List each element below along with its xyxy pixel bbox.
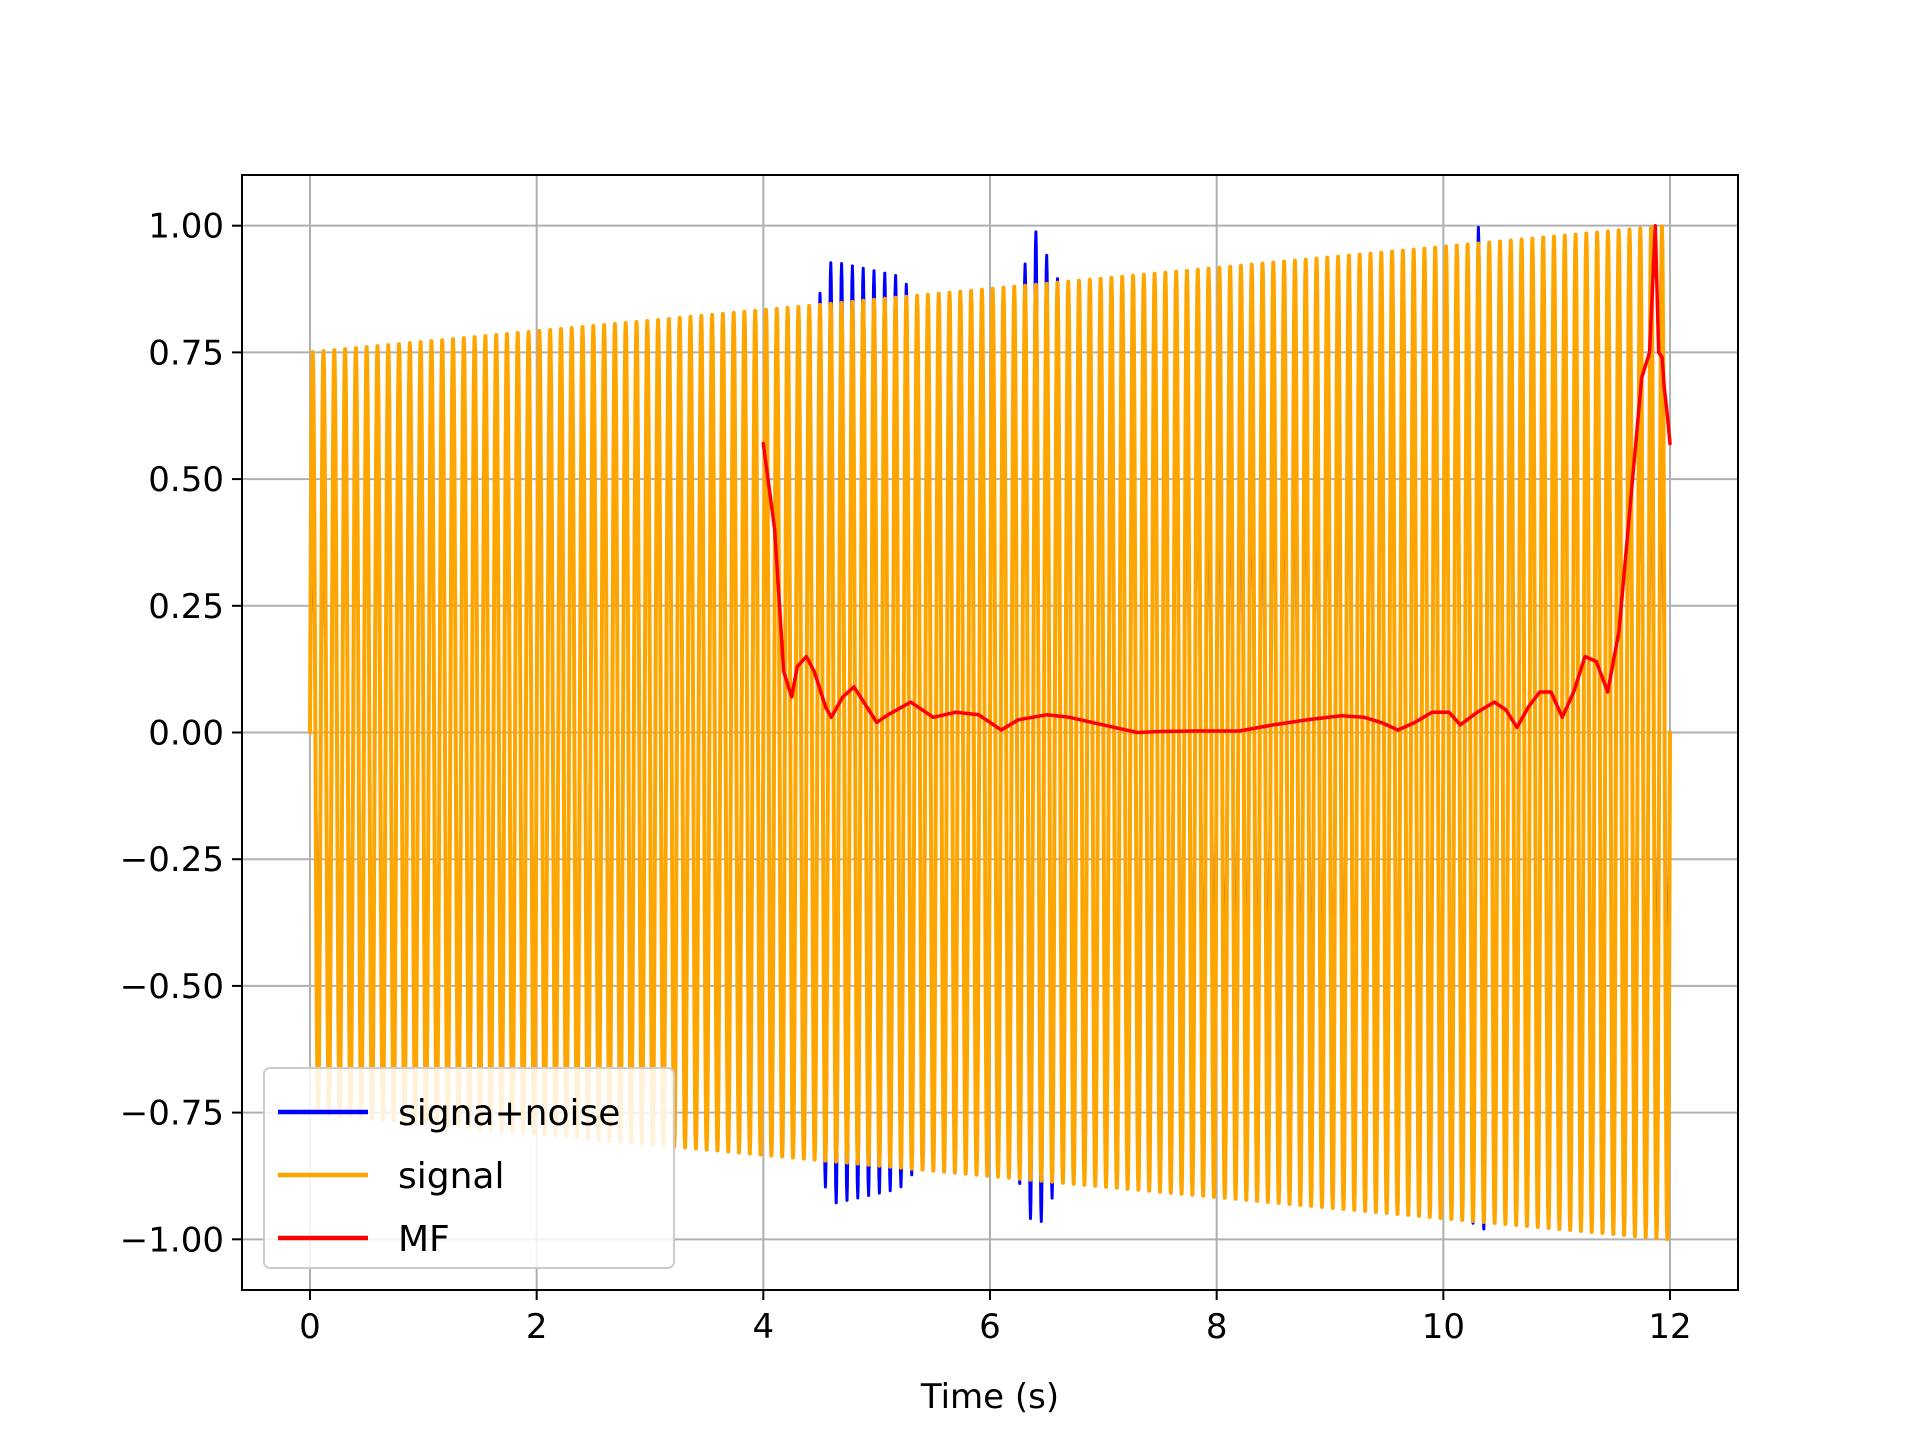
y-tick-label: 0.00 (148, 714, 224, 754)
y-tick-label: 0.50 (148, 460, 224, 500)
x-tick-label: 8 (1206, 1307, 1228, 1347)
y-tick-label: −0.75 (120, 1094, 224, 1134)
y-tick-label: −1.00 (120, 1220, 224, 1260)
y-tick-label: 1.00 (148, 207, 224, 247)
x-tick-label: 12 (1648, 1307, 1691, 1347)
y-tick-label: −0.25 (120, 840, 224, 880)
series-mf-line (761, 223, 1672, 735)
y-tick-label: 0.75 (148, 333, 224, 373)
legend-label: signa+noise (398, 1093, 620, 1134)
x-tick-label: 10 (1422, 1307, 1465, 1347)
x-tick-label: 6 (979, 1307, 1001, 1347)
legend-label: MF (398, 1219, 450, 1260)
axis-ticks: 0 2 4 6 8 10 12 1.00 0.75 0.50 0.25 0.00 −0.25 −0.50 −… (120, 207, 1692, 1347)
x-axis-label: Time (s) (920, 1377, 1059, 1417)
series-signal-line (308, 224, 1672, 1242)
legend: signa+noise signal MF (263, 1067, 675, 1269)
legend-frame (263, 1067, 675, 1269)
y-tick-label: −0.50 (120, 967, 224, 1007)
y-tick-label: 0.25 (148, 587, 224, 627)
x-tick-label: 4 (753, 1307, 775, 1347)
x-tick-label: 2 (526, 1307, 548, 1347)
series-layer (308, 223, 1672, 1242)
x-tick-label: 0 (299, 1307, 321, 1347)
legend-label: signal (398, 1156, 505, 1197)
